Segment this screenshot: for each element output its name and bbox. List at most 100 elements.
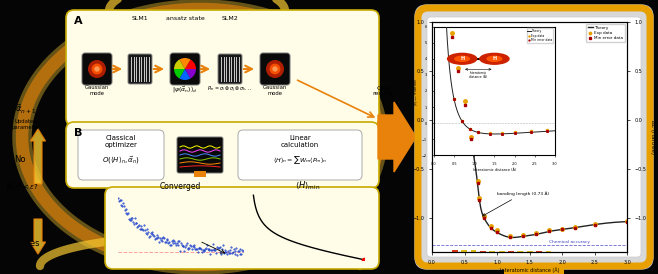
Min error data [447,35,455,38]
Text: Classical
optimizer: Classical optimizer [105,135,138,148]
Circle shape [266,60,284,78]
Bar [490,251,495,252]
Min error data [454,69,462,73]
Min error data [558,228,566,231]
Theory [553,229,561,232]
Text: $|\psi(\vec{\alpha}_n)\rangle_d$: $|\psi(\vec{\alpha}_n)\rangle_d$ [172,85,198,95]
FancyBboxPatch shape [170,53,200,85]
Min error data [532,233,540,236]
Bar [470,250,476,252]
Min error data [623,220,631,223]
Bar [480,250,486,252]
Wedge shape [185,59,196,69]
Exp data [480,214,488,218]
Bar [499,251,505,252]
Bar [194,171,206,177]
Exp data [558,227,566,230]
Text: $\vec{\alpha}_{n+1}$: $\vec{\alpha}_{n+1}$ [15,102,37,116]
Exp data [532,232,540,235]
Bar [508,251,514,252]
Y-axis label: ΔE (Hartree): ΔE (Hartree) [650,120,655,154]
Exp data [447,31,455,35]
FancyBboxPatch shape [66,10,379,126]
Theory [555,228,563,232]
Bar [452,250,458,252]
Theory [509,236,517,239]
Text: Linear
calculation: Linear calculation [281,135,319,148]
Text: SLM1: SLM1 [132,16,148,21]
FancyBboxPatch shape [105,187,379,269]
Circle shape [270,64,280,75]
Text: bonding length (0.73 Å): bonding length (0.73 Å) [482,191,549,216]
FancyBboxPatch shape [427,17,641,257]
Theory [552,229,560,232]
FancyArrow shape [30,219,45,254]
Min error data [486,226,494,229]
Text: Gaussian
mode: Gaussian mode [85,85,109,96]
Min error data [519,235,527,238]
Circle shape [272,66,278,72]
Circle shape [91,64,103,75]
Exp data [545,229,553,232]
Exp data [486,224,494,227]
Theory [596,222,604,226]
Text: B: B [74,128,82,138]
FancyBboxPatch shape [66,122,379,188]
Text: Chemical accuracy: Chemical accuracy [549,240,590,244]
Bar [504,264,564,274]
Exp data [461,100,468,103]
Min error data [545,230,553,233]
Min error data [571,226,579,229]
FancyArrow shape [378,102,416,172]
Text: $O(\langle H\rangle_n,\vec{\alpha}_n)$: $O(\langle H\rangle_n,\vec{\alpha}_n)$ [102,154,140,166]
FancyBboxPatch shape [177,137,223,173]
Text: Yes: Yes [26,239,39,249]
Bar [517,251,523,252]
Exp data [519,234,527,237]
Text: $P_m=\sigma_i\otimes\sigma_j\otimes\sigma_k...$: $P_m=\sigma_i\otimes\sigma_j\otimes\sigm… [207,85,253,95]
X-axis label: Interatomic distance (Å): Interatomic distance (Å) [499,267,559,273]
Text: No: No [14,155,26,164]
Exp data [623,219,631,222]
Legend: Theory, Exp data, Min error data: Theory, Exp data, Min error data [586,24,625,42]
Text: $\langle H\rangle_{\rm min}$: $\langle H\rangle_{\rm min}$ [295,179,320,191]
Wedge shape [174,69,185,79]
Min error data [506,236,514,239]
Theory [623,220,631,223]
Min error data [461,104,468,107]
Line: Theory: Theory [451,37,627,238]
Min error data [467,138,475,141]
Exp data [474,179,482,182]
Exp data [493,229,501,232]
Bar [461,250,467,252]
Circle shape [94,66,100,72]
Theory [448,38,456,41]
Wedge shape [185,69,196,79]
Min error data [493,231,501,234]
Theory [607,221,615,224]
Text: Gaussian
mode: Gaussian mode [263,85,287,96]
Text: A: A [74,16,83,26]
Text: QPU
results: QPU results [372,85,393,96]
Min error data [480,216,488,219]
Text: Converged: Converged [160,182,201,191]
Min error data [476,198,484,202]
Theory [447,35,455,38]
FancyBboxPatch shape [218,54,242,84]
Bar [527,251,532,252]
FancyBboxPatch shape [260,53,290,85]
FancyArrow shape [30,129,45,184]
FancyBboxPatch shape [78,130,164,180]
Line: Min error data: Min error data [450,35,628,239]
Text: $\langle H\rangle_n=\sum W_m\langle P_m\rangle_n$: $\langle H\rangle_n=\sum W_m\langle P_m\… [273,154,327,166]
Exp data [476,196,484,200]
Text: SLM2: SLM2 [222,16,238,21]
FancyBboxPatch shape [415,5,653,269]
Wedge shape [174,59,185,69]
Min error data [590,223,598,226]
Line: Exp data: Exp data [450,31,629,238]
Exp data [571,225,579,228]
Exp data [467,135,475,138]
Text: ansatz state: ansatz state [166,16,205,21]
Wedge shape [180,69,191,80]
